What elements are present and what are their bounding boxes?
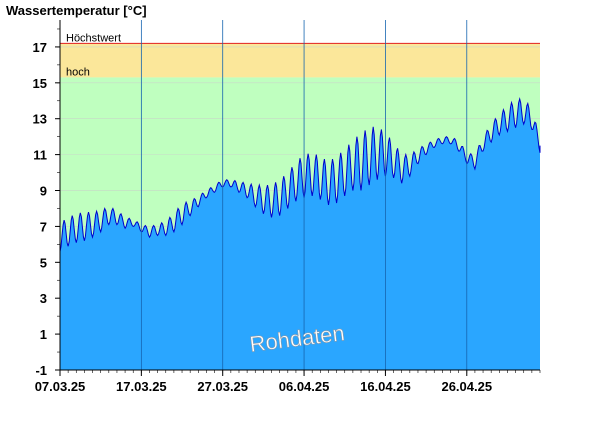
y-tick-label-15: 15 <box>33 76 47 91</box>
band-label-hoch: hoch <box>66 66 90 78</box>
x-tick-label-27.03.25: 27.03.25 <box>197 379 248 394</box>
y-tick-label-13: 13 <box>33 112 47 127</box>
band-label-hoechstwert: Höchstwert <box>66 32 121 44</box>
chart-title: Wassertemperatur [°C] <box>6 3 147 18</box>
y-tick-label-11: 11 <box>33 148 47 163</box>
x-tick-label-16.04.25: 16.04.25 <box>360 379 411 394</box>
y-tick-label-5: 5 <box>40 255 47 270</box>
y-tick-label-17: 17 <box>33 40 47 55</box>
x-tick-label-26.04.25: 26.04.25 <box>441 379 492 394</box>
x-tick-label-06.04.25: 06.04.25 <box>279 379 330 394</box>
band-labels: Höchstwert hoch <box>66 32 121 78</box>
band-hoechstwert <box>60 43 540 78</box>
x-tick-label-17.03.25: 17.03.25 <box>116 379 167 394</box>
x-tick-label-07.03.25: 07.03.25 <box>35 379 86 394</box>
data-area <box>59 42 541 370</box>
temperature-area <box>60 99 540 370</box>
date-divider-lines <box>140 20 468 370</box>
axes <box>59 20 540 371</box>
y-tick-label--1: -1 <box>35 363 47 378</box>
temperature-line <box>59 97 541 252</box>
y-tick-label-9: 9 <box>40 184 47 199</box>
y-tick-label-3: 3 <box>40 291 47 306</box>
y-tick-label-7: 7 <box>40 219 47 234</box>
x-axis-ticks: 07.03.25 17.03.25 27.03.25 06.04.25 16.04.25… <box>35 370 541 394</box>
y-tick-label-1: 1 <box>40 327 47 342</box>
